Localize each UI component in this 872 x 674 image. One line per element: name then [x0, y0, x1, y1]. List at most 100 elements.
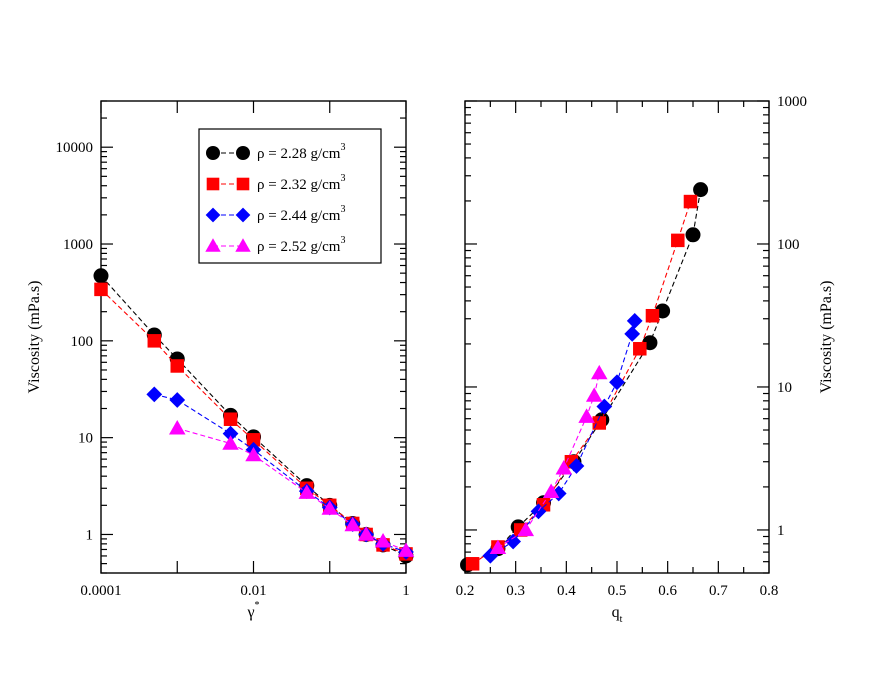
- y-axis-label: Viscosity (mPa.s): [26, 281, 43, 394]
- legend-marker: [236, 146, 250, 160]
- data-point: [555, 460, 573, 475]
- data-point: [489, 539, 507, 555]
- x-axis-label-sup: *: [255, 600, 260, 611]
- legend-marker: [235, 238, 251, 252]
- data-point: [633, 342, 647, 356]
- series-3: [146, 386, 414, 560]
- data-point: [357, 526, 375, 541]
- data-point: [592, 416, 607, 430]
- data-point: [222, 425, 239, 442]
- series-line: [467, 189, 702, 566]
- y-tick-label: 10000: [56, 140, 94, 156]
- data-point: [146, 386, 163, 403]
- data-point: [683, 194, 698, 209]
- legend-marker: [206, 177, 220, 191]
- series-2: [465, 194, 698, 571]
- legend-label-sup: 3: [340, 142, 345, 153]
- legend-label-sup: 3: [340, 235, 345, 246]
- data-point: [578, 408, 595, 423]
- x-axis-label: γ*: [246, 600, 259, 621]
- data-point: [374, 533, 392, 548]
- series-1: [93, 268, 414, 564]
- legend-label-sup: 3: [340, 204, 345, 215]
- data-point: [693, 182, 709, 198]
- x-axis-label-main: q: [612, 604, 620, 621]
- data-point: [645, 308, 660, 323]
- data-point: [246, 433, 261, 447]
- x-axis-label-main: γ: [246, 604, 254, 621]
- data-point: [685, 227, 701, 243]
- x-tick-label: 0.6: [658, 583, 677, 599]
- y-tick-label: 10: [777, 380, 792, 396]
- series-line: [472, 201, 691, 565]
- data-point: [344, 516, 361, 532]
- data-point: [93, 268, 109, 284]
- x-axis-label: qt: [612, 604, 623, 625]
- legend-label-text: ρ = 2.52 g/cm: [257, 239, 341, 255]
- data-point: [147, 334, 162, 348]
- legend-marker: [236, 177, 250, 191]
- y-axis-label: Viscosity (mPa.s): [818, 281, 835, 394]
- plot-frame: [464, 100, 770, 574]
- data-point: [517, 521, 535, 537]
- series-line: [177, 427, 407, 552]
- x-tick-label: 0.5: [608, 583, 627, 599]
- data-point: [626, 312, 643, 329]
- legend-box: [198, 128, 382, 264]
- y-tick-label: 100: [71, 334, 94, 350]
- data-point: [596, 398, 613, 415]
- series-4: [489, 364, 608, 555]
- series-4: [169, 420, 415, 557]
- data-point: [671, 233, 685, 248]
- y-tick-label: 1000: [63, 237, 93, 253]
- legend-label: ρ = 2.28 g/cm3: [257, 142, 345, 162]
- data-point: [624, 326, 641, 342]
- x-tick-label: 0.2: [456, 583, 475, 599]
- legend-entry: ρ = 2.52 g/cm3: [205, 235, 345, 255]
- x-tick-label: 0.8: [760, 583, 779, 599]
- legend-label: ρ = 2.44 g/cm3: [257, 204, 345, 224]
- data-point: [397, 542, 415, 557]
- x-tick-label: 0.4: [557, 583, 576, 599]
- data-point: [321, 500, 338, 515]
- legend-label: ρ = 2.32 g/cm3: [257, 173, 345, 193]
- series-line: [154, 393, 407, 553]
- series-line: [100, 288, 407, 555]
- data-point: [465, 557, 480, 571]
- series-line: [100, 275, 407, 557]
- series-1: [460, 182, 709, 573]
- y-tick-label: 1: [86, 527, 94, 543]
- data-point: [170, 359, 184, 373]
- x-axis-label-sub: t: [620, 614, 623, 625]
- data-point: [591, 364, 608, 380]
- data-point: [169, 420, 186, 435]
- legend-label-text: ρ = 2.44 g/cm: [257, 208, 341, 224]
- data-point: [585, 387, 603, 402]
- legend-marker: [235, 207, 251, 223]
- data-point: [245, 446, 262, 462]
- left-panel: 0.0001 0.01 1 1 10 100 1000 10000 γ* Viscosity (m…: [26, 100, 415, 621]
- data-point: [169, 392, 186, 408]
- data-point: [94, 282, 108, 297]
- legend-entry: ρ = 2.28 g/cm3: [206, 142, 345, 162]
- x-tick-label: 0.3: [506, 583, 525, 599]
- data-point: [222, 435, 239, 450]
- data-point: [505, 533, 522, 550]
- legend: ρ = 2.28 g/cm3 ρ = 2.32 g/cm3 ρ = 2.44 g/c…: [198, 128, 382, 264]
- y-tick-label: 10: [78, 431, 93, 447]
- legend-marker: [205, 207, 221, 223]
- data-point: [530, 503, 547, 520]
- series-2: [94, 282, 413, 561]
- legend-entry: ρ = 2.32 g/cm3: [206, 173, 345, 193]
- data-point: [223, 412, 238, 426]
- x-tick-label: 0.01: [240, 583, 266, 599]
- legend-marker: [205, 238, 221, 252]
- data-point: [609, 374, 625, 391]
- right-panel: 0.2 0.3 0.4 0.5 0.6 0.7 0.8 1 10 100 1000 qt Viscosi…: [456, 94, 835, 625]
- legend-entry: ρ = 2.44 g/cm3: [205, 204, 345, 224]
- x-tick-label: 0.0001: [80, 583, 121, 599]
- y-tick-label: 1000: [777, 94, 807, 110]
- legend-label-sup: 3: [340, 173, 345, 184]
- legend-marker: [206, 146, 220, 160]
